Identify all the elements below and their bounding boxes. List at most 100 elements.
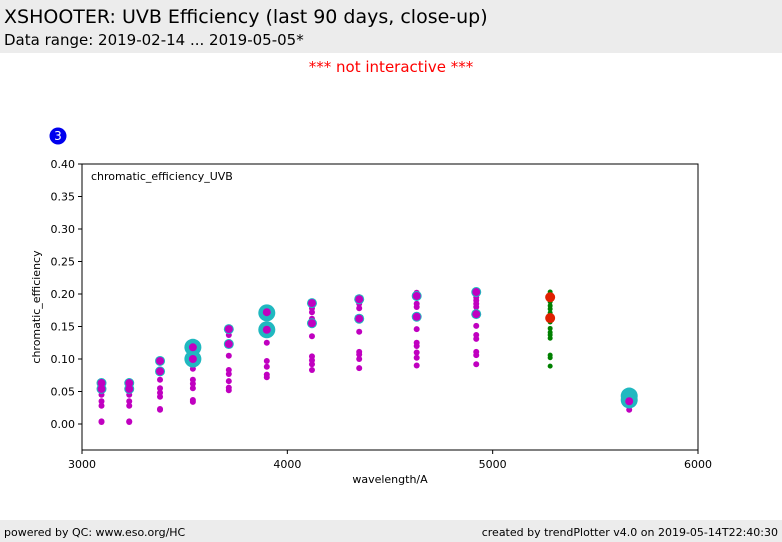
data-point <box>355 295 364 304</box>
data-point <box>224 325 233 334</box>
data-point <box>473 335 480 342</box>
data-point <box>307 319 316 328</box>
data-point <box>356 356 363 362</box>
data-point <box>225 352 232 359</box>
data-point <box>188 355 197 363</box>
data-point <box>547 306 553 312</box>
badge-number: 3 <box>54 129 62 143</box>
page-title: XSHOOTER: UVB Efficiency (last 90 days, … <box>4 6 488 28</box>
data-point <box>356 365 363 372</box>
data-point <box>473 352 480 359</box>
y-tick-label: 0.15 <box>51 321 76 334</box>
data-point <box>473 322 480 329</box>
data-point <box>308 367 315 374</box>
data-range-subtitle: Data range: 2019-02-14 ... 2019-05-05* <box>4 31 304 49</box>
data-points <box>96 287 638 426</box>
y-tick-label: 0.30 <box>51 223 76 236</box>
data-point <box>189 398 196 405</box>
data-point <box>413 354 420 361</box>
data-point <box>412 312 421 321</box>
data-point <box>188 343 197 352</box>
x-tick-label: 5000 <box>479 458 507 471</box>
data-point <box>413 362 420 369</box>
y-tick-label: 0.20 <box>51 288 76 301</box>
y-tick-label: 0.10 <box>51 353 76 366</box>
data-point <box>263 363 270 370</box>
data-point <box>308 309 315 316</box>
data-point <box>189 380 196 387</box>
data-point <box>225 370 232 377</box>
data-point <box>472 310 481 319</box>
panel-label: chromatic_efficiency_UVB <box>91 170 233 183</box>
not-interactive-notice: *** not interactive *** <box>308 58 474 76</box>
data-point <box>547 355 553 361</box>
y-tick-label: 0.25 <box>51 256 76 269</box>
data-point <box>125 379 134 388</box>
footer-bar: powered by QC: www.eso.org/HC created by… <box>0 520 782 542</box>
x-axis-label: wavelength/A <box>352 473 428 486</box>
data-point <box>156 367 165 376</box>
data-point <box>412 291 421 300</box>
footer-powered-by: powered by QC: www.eso.org/HC <box>4 526 186 539</box>
data-point <box>157 376 164 383</box>
data-point <box>356 305 363 312</box>
data-point <box>98 402 105 409</box>
data-point <box>547 363 553 369</box>
data-point <box>157 385 164 392</box>
data-point <box>189 385 196 392</box>
data-point <box>308 361 315 368</box>
data-point <box>547 335 553 341</box>
data-point <box>545 313 556 324</box>
data-point <box>126 398 133 405</box>
data-point <box>355 314 364 323</box>
data-point <box>262 325 271 334</box>
data-point <box>262 308 271 317</box>
y-tick-label: 0.05 <box>51 386 76 399</box>
data-point <box>473 304 480 310</box>
data-point <box>413 349 420 356</box>
badge-circle <box>49 127 67 145</box>
data-point <box>625 397 634 406</box>
plot-frame <box>81 163 699 451</box>
data-point <box>307 299 316 308</box>
x-tick-label: 4000 <box>273 458 301 471</box>
data-point <box>413 304 420 310</box>
data-point <box>413 343 420 349</box>
panel-number-badge: 3 <box>49 127 67 145</box>
data-point <box>263 374 270 381</box>
data-point <box>263 339 270 346</box>
header-bar: XSHOOTER: UVB Efficiency (last 90 days, … <box>0 0 782 53</box>
data-point <box>125 384 134 393</box>
footer-created-by: created by trendPlotter v4.0 on 2019-05-… <box>481 526 778 539</box>
data-point <box>157 406 164 413</box>
data-point <box>225 378 232 385</box>
x-tick-label: 6000 <box>684 458 712 471</box>
data-point <box>97 384 106 393</box>
data-point <box>98 398 105 405</box>
x-tick-label: 3000 <box>68 458 96 471</box>
data-point <box>472 288 481 297</box>
data-point <box>97 379 106 388</box>
data-point <box>263 357 270 364</box>
y-axis-ticks: 0.00 0.05 0.10 0.15 0.20 0.25 0.30 0.35 0.40 <box>51 158 82 431</box>
data-point <box>308 333 315 340</box>
data-point <box>356 351 363 358</box>
data-point <box>156 356 165 365</box>
data-point <box>545 292 556 303</box>
y-axis-label: chromatic_efficiency <box>30 250 43 364</box>
data-point <box>473 361 480 368</box>
data-point <box>413 326 420 333</box>
data-point <box>157 393 164 400</box>
data-point <box>225 387 232 394</box>
data-point <box>98 419 105 426</box>
data-point <box>356 328 363 335</box>
y-tick-label: 0.35 <box>51 191 76 204</box>
data-point <box>126 402 133 409</box>
y-tick-label: 0.00 <box>51 418 76 431</box>
x-axis-ticks: 3000 4000 5000 6000 <box>68 450 712 471</box>
data-point <box>547 325 553 331</box>
data-point <box>224 340 233 349</box>
data-point <box>126 419 133 426</box>
y-tick-label: 0.40 <box>51 158 76 171</box>
